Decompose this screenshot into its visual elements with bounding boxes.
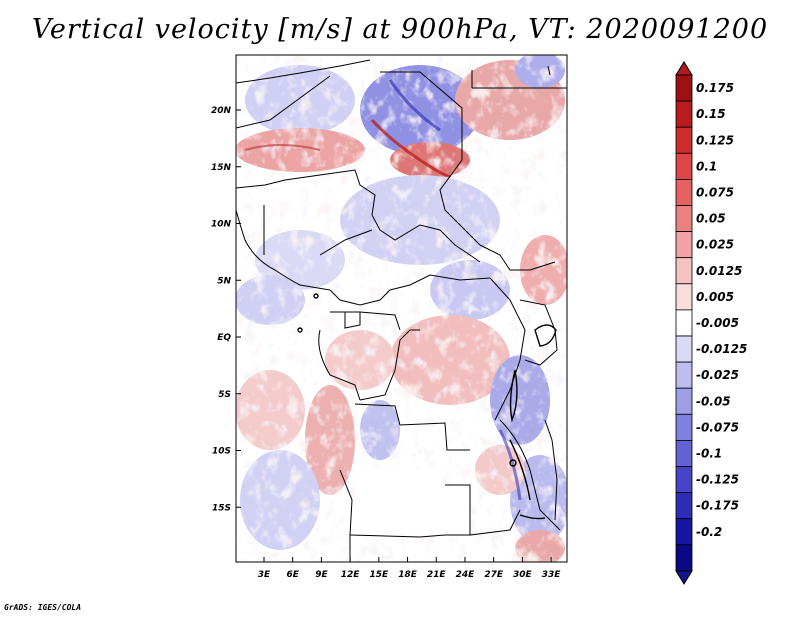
colorbar-label: 0.1	[696, 159, 717, 173]
lon-tick-label: 15E	[369, 570, 389, 580]
colorbar: 0.175 0.15 0.125 0.1 0.075 0.05 0.025 0.0125 0.0…	[675, 61, 747, 585]
colorbar-segment	[675, 335, 693, 363]
colorbar-bottom-arrow	[675, 570, 693, 585]
colorbar-label: 0.15	[696, 107, 726, 121]
colorbar-segment	[675, 257, 693, 285]
colorbar-segment	[675, 100, 693, 128]
country-borders	[236, 59, 567, 562]
colorbar-segment	[675, 439, 693, 467]
lon-tick-label: 30E	[513, 570, 533, 580]
lat-tick-label: 5N	[217, 276, 231, 286]
lon-tick-label: 3E	[258, 570, 271, 580]
colorbar-segment	[675, 518, 693, 546]
lakes	[297, 293, 557, 520]
lon-tick-label: 27E	[484, 570, 504, 580]
lon-tick-label: 24E	[456, 570, 476, 580]
map-frame	[235, 54, 568, 563]
colorbar-segment	[675, 74, 693, 102]
lon-tick-label: 21E	[427, 570, 447, 580]
colorbar-segment	[675, 283, 693, 311]
lon-tick-label: 33E	[542, 570, 562, 580]
colorbar-label: 0.075	[696, 185, 734, 199]
latitude-axis: 20N 15N 10N 5N EQ 5S 10S 15S	[211, 106, 241, 513]
colorbar-segment	[675, 413, 693, 441]
colorbar-label: -0.175	[696, 499, 739, 513]
velocity-field	[236, 55, 567, 562]
lon-tick-label: 18E	[398, 570, 418, 580]
colorbar-label: 0.175	[696, 81, 734, 95]
colorbar-label: -0.2	[696, 525, 722, 539]
grads-credit: GrADS: IGES/COLA	[4, 603, 82, 612]
colorbar-label: 0.05	[696, 212, 726, 226]
colorbar-label: -0.125	[696, 473, 739, 487]
map-title: Vertical velocity [m/s] at 900hPa, VT: 2…	[31, 14, 769, 45]
colorbar-segment	[675, 466, 693, 494]
colorbar-segment	[675, 544, 693, 572]
colorbar-segment	[675, 361, 693, 389]
colorbar-label: 0.005	[696, 290, 734, 304]
lon-tick-label: 6E	[286, 570, 299, 580]
colorbar-segment	[675, 309, 693, 337]
colorbar-label: -0.025	[696, 368, 739, 382]
colorbar-label: -0.005	[696, 316, 739, 330]
colorbar-label: 0.025	[696, 238, 734, 252]
lat-tick-label: EQ	[217, 333, 231, 343]
colorbar-segment	[675, 492, 693, 520]
lat-tick-label: 10S	[212, 447, 231, 457]
lon-tick-label: 12E	[341, 570, 361, 580]
colorbar-label: 0.125	[696, 133, 734, 147]
colorbar-label: -0.0125	[696, 342, 747, 356]
colorbar-top-arrow	[675, 61, 693, 76]
colorbar-segment	[675, 205, 693, 233]
colorbar-segment	[675, 178, 693, 206]
lat-tick-label: 5S	[218, 390, 231, 400]
colorbar-label: -0.05	[696, 394, 731, 408]
colorbar-label: -0.075	[696, 420, 739, 434]
colorbar-segment	[675, 231, 693, 259]
colorbar-segment	[675, 387, 693, 415]
lat-tick-label: 10N	[211, 220, 232, 230]
lat-tick-label: 15N	[211, 163, 232, 173]
lat-tick-label: 15S	[212, 503, 231, 513]
colorbar-segment	[675, 152, 693, 180]
colorbar-label: 0.0125	[696, 264, 742, 278]
lon-tick-label: 9E	[315, 570, 328, 580]
longitude-axis: 3E 6E 9E 12E 15E 18E 21E 24E 27E 30E 33E	[258, 557, 561, 580]
lat-tick-label: 20N	[211, 106, 232, 116]
colorbar-label: -0.1	[696, 446, 722, 460]
colorbar-segment	[675, 126, 693, 154]
